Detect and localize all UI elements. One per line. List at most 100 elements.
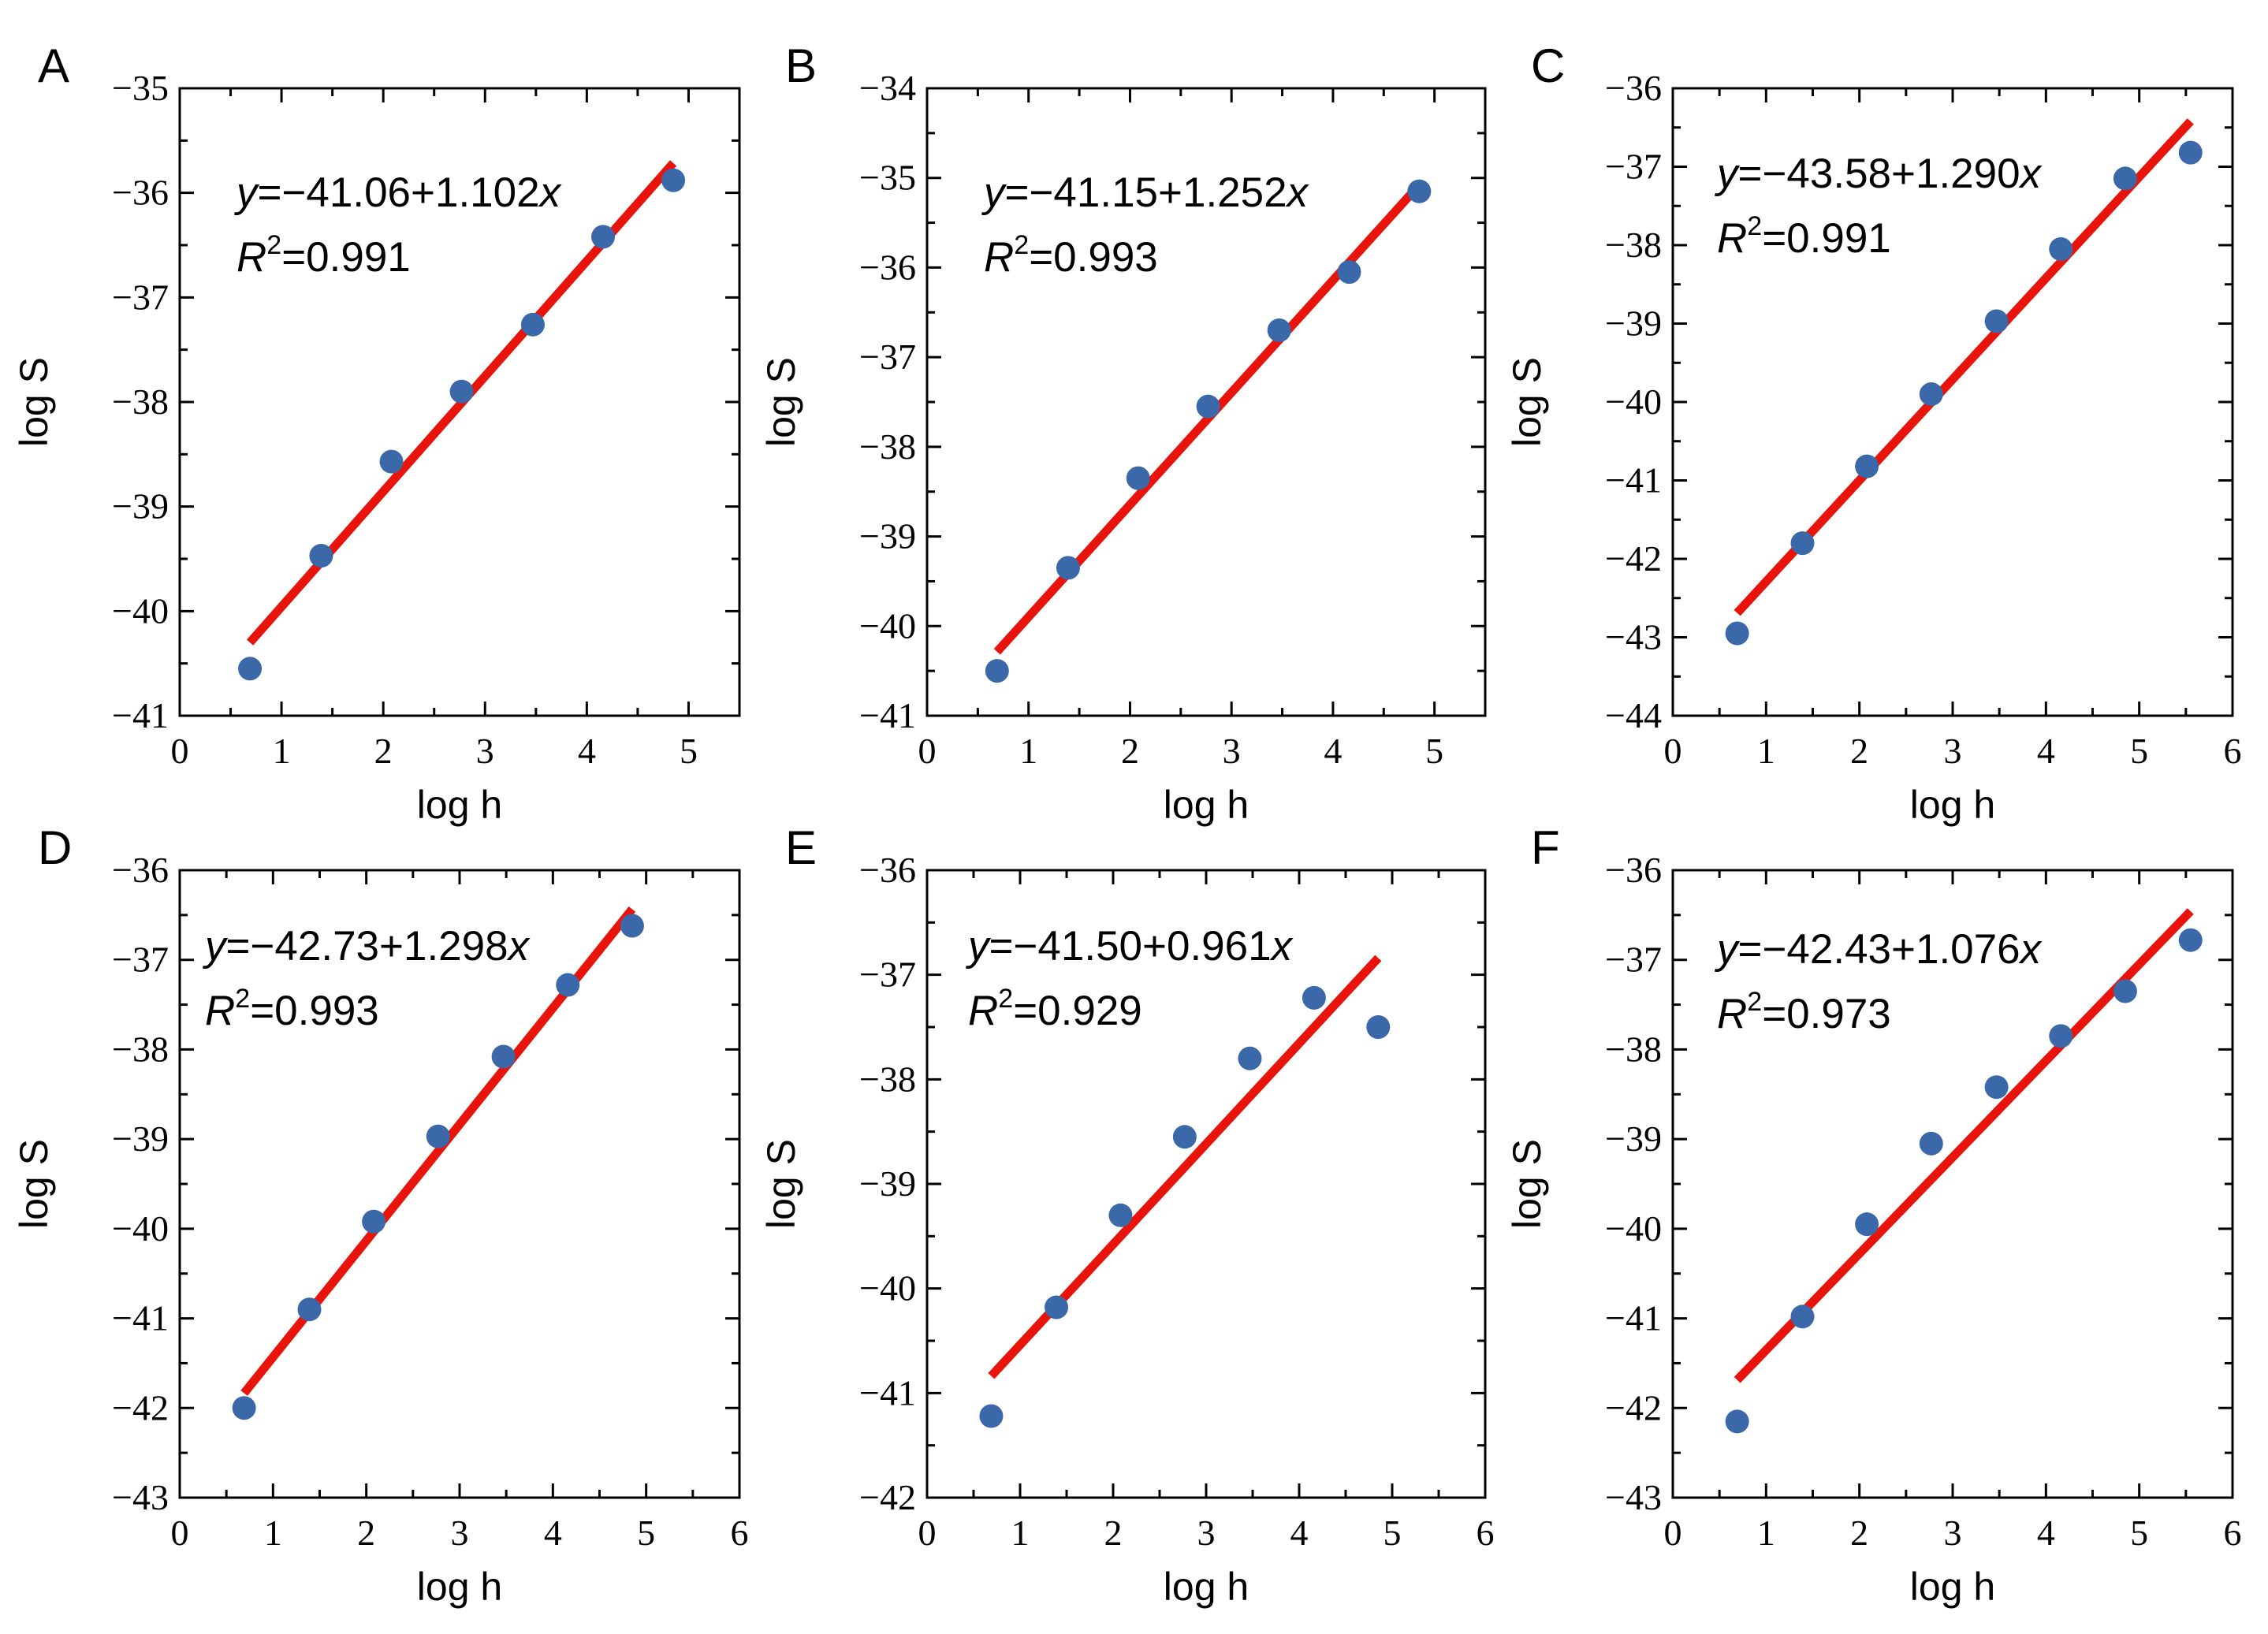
y-axis-label: log S (1505, 357, 1549, 447)
y-tick-label: −41 (859, 1372, 916, 1413)
y-tick-label: −38 (1605, 225, 1662, 265)
y-tick-label: −40 (1605, 382, 1662, 422)
y-tick-label: −41 (859, 695, 916, 735)
data-point (362, 1209, 386, 1234)
x-tick-label: 0 (1664, 1513, 1682, 1553)
data-point (1108, 1203, 1133, 1227)
y-tick-label: −40 (112, 1208, 169, 1249)
x-tick-label: 6 (1477, 1513, 1495, 1553)
y-tick-label: −40 (859, 605, 916, 646)
x-tick-label: 1 (1011, 1513, 1030, 1553)
r-squared: R2=0.929 (968, 984, 1142, 1034)
y-tick-label: −42 (112, 1387, 169, 1427)
y-tick-label: −39 (112, 1118, 169, 1159)
data-point (2178, 140, 2203, 165)
x-tick-label: 5 (1425, 731, 1443, 771)
data-point (2178, 928, 2203, 952)
data-point (1919, 382, 1943, 407)
y-tick-label: −38 (1605, 1029, 1662, 1069)
x-axis-label: log h (417, 1565, 502, 1609)
equation-y: y (1715, 926, 1741, 973)
fit-line (1734, 118, 2194, 616)
panel-e: 0 1 2 3 4 5 6 −42 −41 −40 −39 −38 −37 −36 log h log S Ey… (759, 821, 1495, 1609)
data-point (1790, 531, 1815, 556)
y-tick-label: −44 (1605, 695, 1662, 735)
data-point (297, 1297, 322, 1322)
data-point (2113, 979, 2137, 1003)
x-tick-label: 5 (637, 1513, 655, 1553)
y-tick-label: −41 (1605, 1298, 1662, 1338)
x-axis-label: log h (417, 783, 502, 827)
data-point (1855, 454, 1879, 478)
equation-y: y (966, 923, 992, 970)
x-tick-label: 2 (1121, 731, 1139, 771)
equation-x: x (2018, 926, 2043, 973)
data-point (1984, 1075, 2009, 1100)
x-tick-label: 4 (2037, 1513, 2055, 1553)
data-point (238, 657, 263, 681)
r-squared-symbol: R (236, 234, 266, 281)
r-squared: R2=0.973 (1717, 987, 1891, 1037)
y-tick-label: −36 (859, 247, 916, 287)
data-point (1267, 318, 1291, 343)
x-tick-label: 6 (731, 1513, 749, 1553)
y-tick-label: −36 (859, 850, 916, 890)
x-tick-label: 0 (918, 731, 937, 771)
x-tick-label: 2 (1850, 731, 1868, 771)
r-squared-value: =0.973 (1762, 991, 1891, 1037)
x-tick-label: 2 (1850, 1513, 1868, 1553)
y-tick-label: −42 (1605, 1387, 1662, 1427)
y-tick-label: −39 (859, 1163, 916, 1204)
equation-rhs: =−41.50+0.961 (989, 923, 1272, 970)
equation-rhs: =−41.15+1.252 (1005, 169, 1287, 216)
data-point (309, 544, 333, 568)
x-tick-label: 4 (578, 731, 596, 771)
x-tick-label: 3 (451, 1513, 469, 1553)
x-tick-label: 1 (1757, 731, 1775, 771)
y-tick-label: −35 (112, 68, 169, 108)
data-point (491, 1044, 516, 1069)
x-tick-label: 1 (264, 1513, 282, 1553)
equation-rhs: =−42.73+1.298 (226, 923, 508, 970)
r-squared: R2=0.993 (205, 984, 379, 1034)
y-tick-label: −39 (859, 516, 916, 556)
y-tick-label: −35 (859, 158, 916, 198)
r-squared-superscript: 2 (1747, 987, 1762, 1017)
x-tick-label: 6 (2224, 731, 2242, 771)
x-axis-label: log h (1164, 1565, 1249, 1609)
y-tick-label: −41 (112, 695, 169, 735)
y-tick-label: −40 (1605, 1208, 1662, 1249)
fit-equation: y=−41.15+1.252x (981, 169, 1310, 216)
data-point (1919, 1131, 1943, 1156)
data-point (1725, 1409, 1749, 1434)
y-tick-label: −38 (112, 382, 169, 422)
y-tick-label: −37 (112, 940, 169, 980)
x-tick-label: 4 (1324, 731, 1342, 771)
y-tick-label: −38 (859, 1059, 916, 1099)
y-tick-label: −39 (1605, 303, 1662, 344)
y-axis-label: log S (759, 357, 803, 447)
x-tick-label: 3 (1197, 1513, 1216, 1553)
panel-d: 0 1 2 3 4 5 6 −43 −42 −41 −40 −39 −38 −37 −36 log h log … (12, 821, 749, 1609)
r-squared-superscript: 2 (235, 984, 250, 1014)
y-tick-label: −37 (1605, 147, 1662, 187)
equation-x: x (538, 169, 563, 216)
x-tick-label: 5 (680, 731, 698, 771)
x-tick-label: 6 (2224, 1513, 2242, 1553)
r-squared-value: =0.993 (250, 988, 379, 1034)
x-axis-label: log h (1910, 783, 1995, 827)
fit-equation: y=−42.73+1.298x (203, 923, 531, 970)
data-point (1725, 621, 1749, 646)
x-tick-label: 1 (1757, 1513, 1775, 1553)
y-tick-label: −38 (112, 1029, 169, 1069)
y-tick-label: −39 (1605, 1118, 1662, 1159)
x-tick-label: 1 (1019, 731, 1037, 771)
data-point (985, 659, 1009, 683)
data-point (1855, 1212, 1879, 1237)
data-point (2049, 236, 2073, 261)
fit-equation: y=−43.58+1.290x (1715, 151, 2043, 197)
y-axis-label: log S (1505, 1139, 1549, 1229)
x-tick-label: 0 (171, 731, 189, 771)
fit-equation: y=−42.43+1.076x (1715, 926, 2043, 973)
y-tick-label: −42 (859, 1477, 916, 1517)
